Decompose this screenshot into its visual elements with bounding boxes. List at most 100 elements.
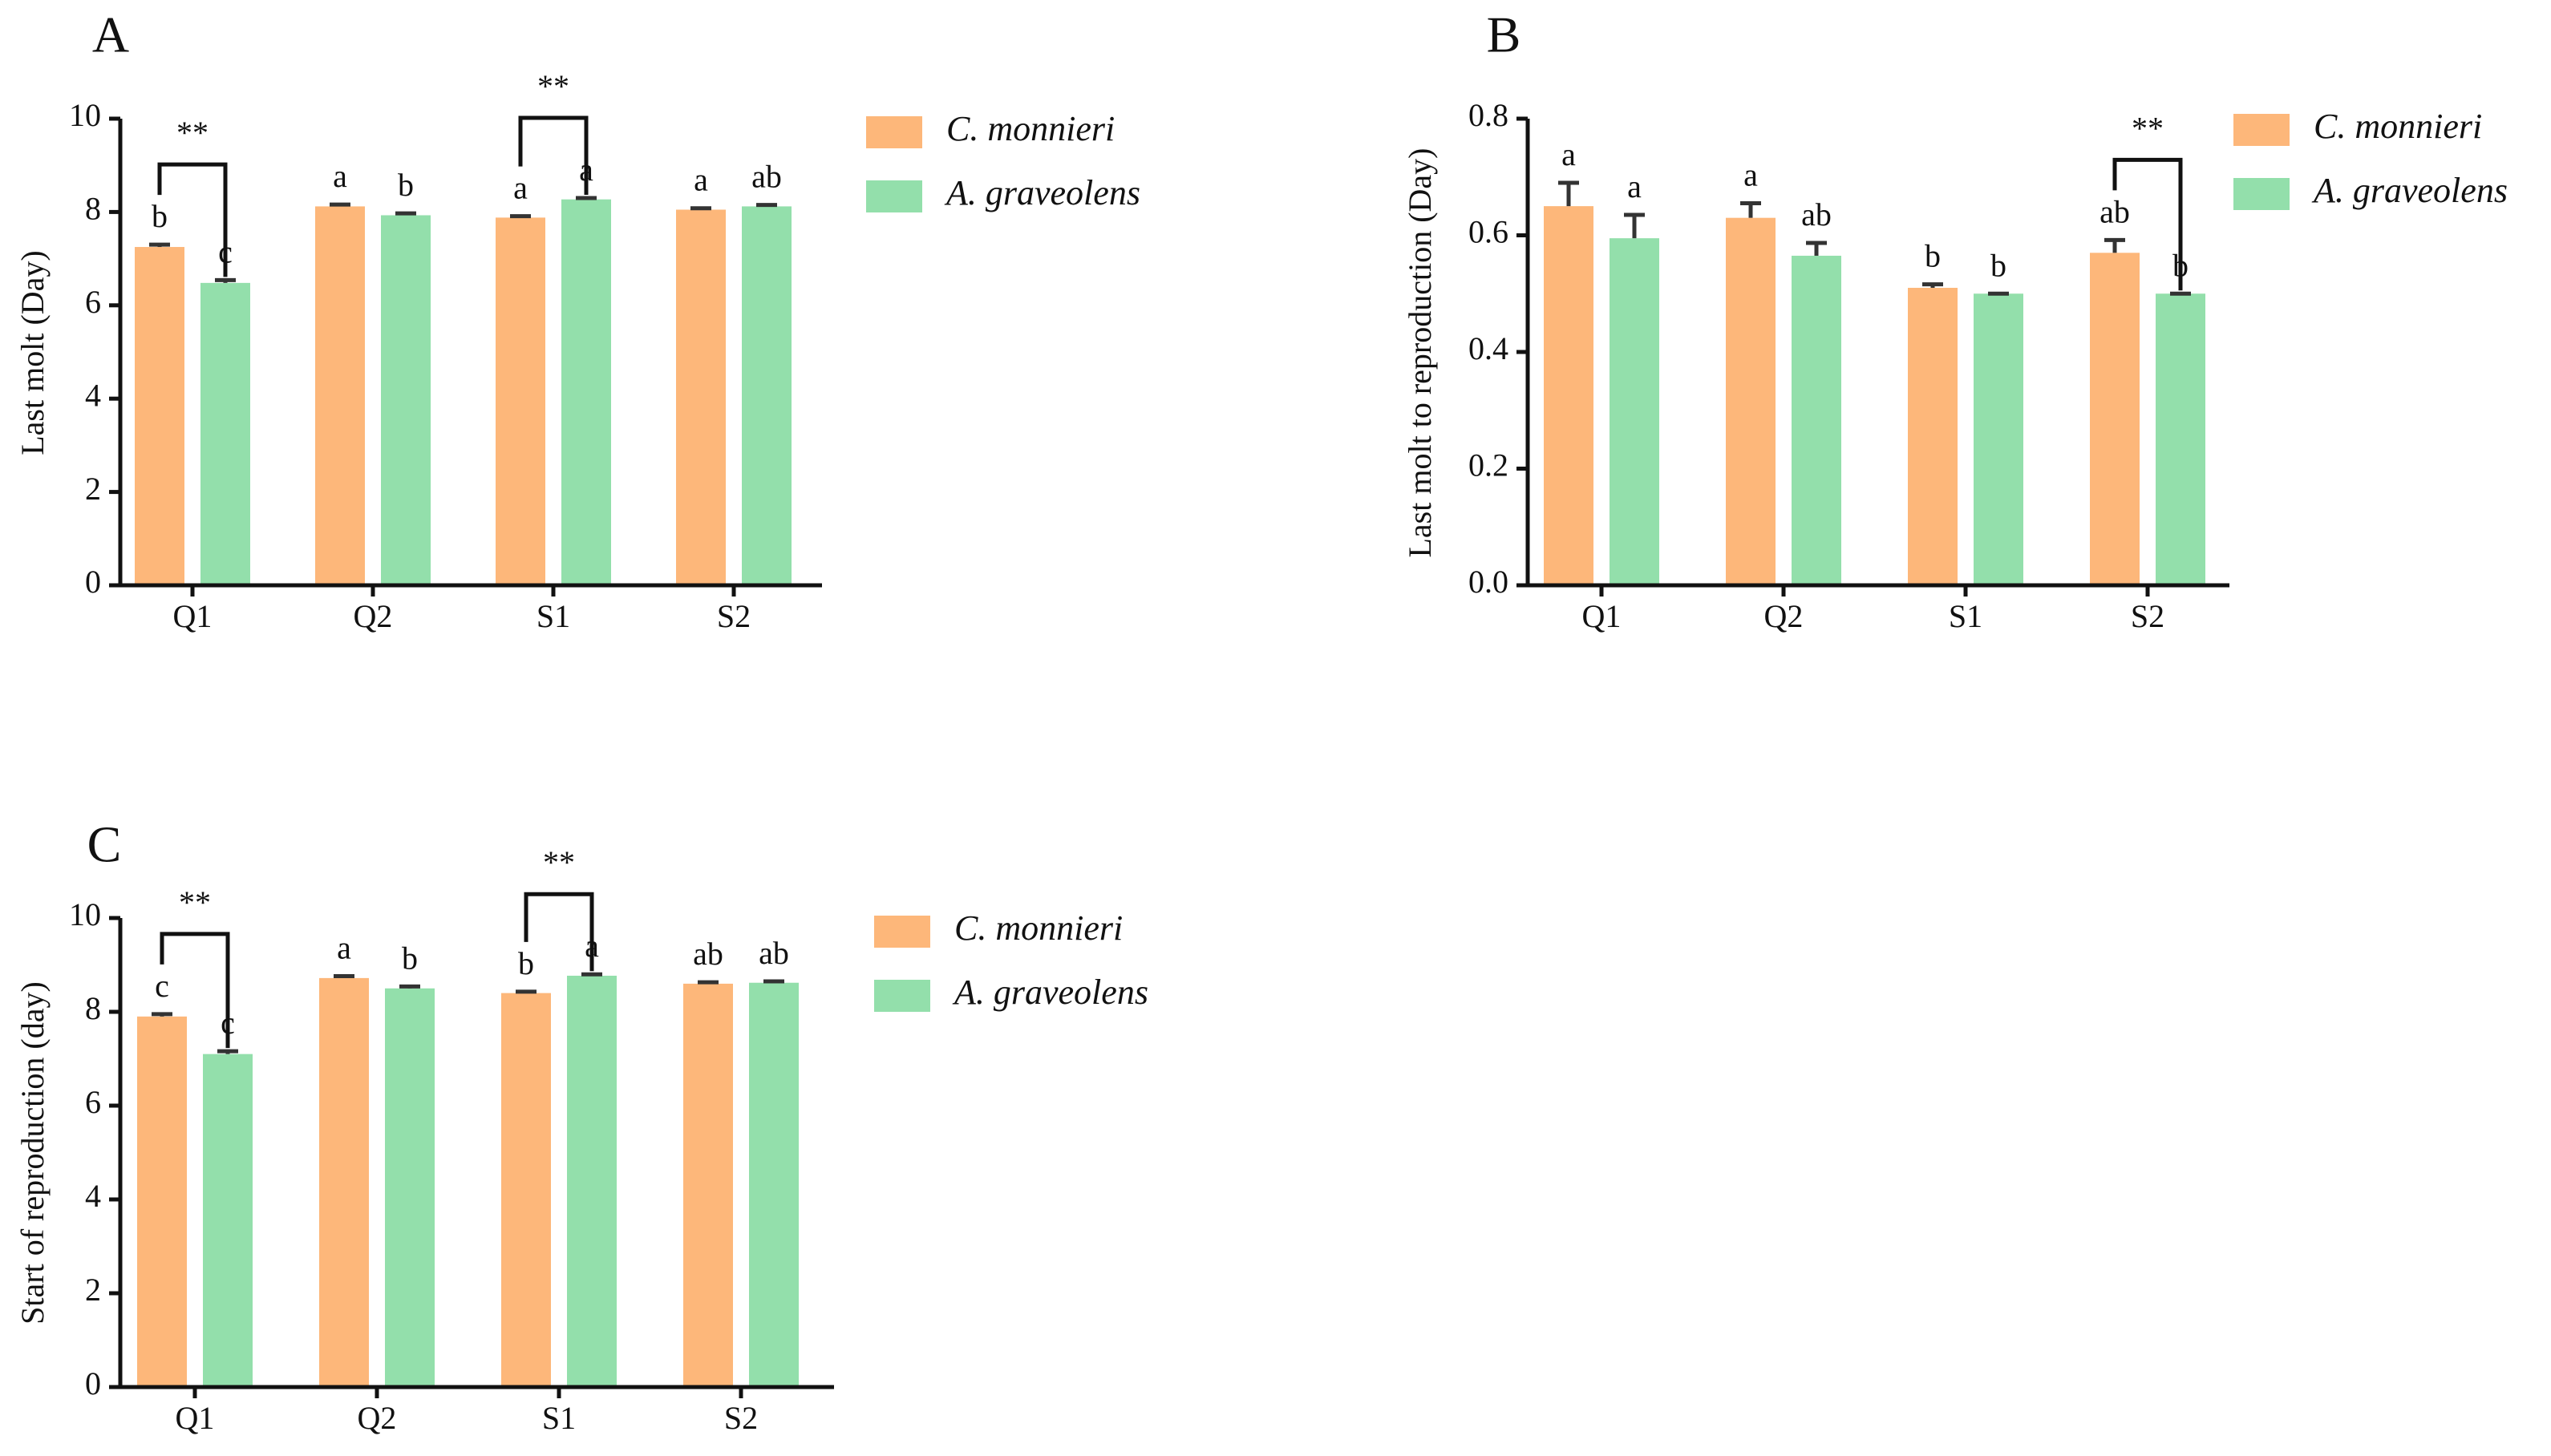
significance-letter: b xyxy=(398,167,414,203)
bar-a-graveolens-s2 xyxy=(749,982,799,1387)
bar-a-graveolens-q1 xyxy=(203,1054,253,1387)
bar-c-monnieri-s2 xyxy=(2090,253,2140,585)
legend-swatch-a-graveolens xyxy=(2233,178,2290,210)
significance-letter: a xyxy=(1627,168,1642,204)
bar-a-graveolens-q1 xyxy=(1610,238,1659,585)
significance-letter: a xyxy=(337,930,351,966)
y-tick-label: 8 xyxy=(85,191,101,227)
y-tick-label: 0.2 xyxy=(1468,447,1508,483)
significance-bracket xyxy=(518,115,589,195)
bar-a-graveolens-q1 xyxy=(200,282,250,585)
y-tick-label: 0 xyxy=(85,1365,101,1401)
significance-letter: b xyxy=(1925,238,1941,274)
legend-label: C. monnieri xyxy=(2314,107,2482,146)
legend-swatch-c-monnieri xyxy=(866,116,922,148)
x-tick-label: S2 xyxy=(2131,598,2164,634)
y-tick-label: 0.0 xyxy=(1468,564,1508,600)
y-axis-label: Last molt to reproduction (Day) xyxy=(1402,148,1438,558)
significance-bracket xyxy=(2112,157,2183,291)
significance-stars: ** xyxy=(2132,110,2164,146)
significance-letter: ab xyxy=(1801,196,1832,233)
significance-letter: b xyxy=(152,198,168,234)
y-tick-label: 4 xyxy=(85,1178,101,1214)
significance-letter: a xyxy=(694,162,708,198)
significance-letter: a xyxy=(1561,136,1576,172)
significance-stars: ** xyxy=(179,884,211,920)
y-tick-label: 6 xyxy=(85,284,101,320)
y-tick-label: 0 xyxy=(85,564,101,600)
significance-letter: b xyxy=(402,940,418,976)
bar-c-monnieri-q1 xyxy=(137,1016,187,1387)
significance-letter: b xyxy=(518,945,534,981)
legend-label: C. monnieri xyxy=(946,109,1115,148)
x-tick-label: Q1 xyxy=(1582,598,1622,634)
y-tick-label: 8 xyxy=(85,990,101,1026)
y-tick-label: 0.8 xyxy=(1468,97,1508,133)
bar-a-graveolens-q2 xyxy=(385,988,435,1387)
legend-label: A. graveolens xyxy=(952,973,1148,1012)
significance-stars: ** xyxy=(537,68,569,104)
x-tick-label: Q2 xyxy=(358,1400,397,1436)
y-tick-label: 6 xyxy=(85,1084,101,1120)
y-axis-label: Start of reproduction (day) xyxy=(14,981,51,1325)
legend-label: A. graveolens xyxy=(944,173,1140,212)
significance-bracket xyxy=(157,162,228,277)
legend-label: A. graveolens xyxy=(2311,171,2508,210)
bar-a-graveolens-s1 xyxy=(561,199,611,585)
x-tick-label: S2 xyxy=(724,1400,758,1436)
bar-a-graveolens-s2 xyxy=(742,206,792,585)
y-tick-label: 0.4 xyxy=(1468,330,1508,366)
significance-letter: ab xyxy=(693,936,723,972)
x-tick-label: Q1 xyxy=(173,598,213,634)
x-tick-label: Q2 xyxy=(1764,598,1804,634)
bar-c-monnieri-q2 xyxy=(319,977,369,1387)
significance-letter: ab xyxy=(2100,193,2130,229)
bar-c-monnieri-q2 xyxy=(1726,217,1776,585)
x-tick-label: S1 xyxy=(537,598,570,634)
bar-a-graveolens-s1 xyxy=(567,975,617,1387)
bar-a-graveolens-q2 xyxy=(381,215,431,585)
legend-swatch-a-graveolens xyxy=(874,980,930,1012)
significance-stars: ** xyxy=(176,115,209,151)
y-tick-label: 0.6 xyxy=(1468,214,1508,250)
significance-letter: a xyxy=(513,170,528,206)
legend-swatch-a-graveolens xyxy=(866,180,922,212)
bar-c-monnieri-q2 xyxy=(315,206,365,585)
bar-a-graveolens-s2 xyxy=(2156,293,2205,585)
significance-stars: ** xyxy=(543,844,575,880)
bar-c-monnieri-s2 xyxy=(683,983,733,1387)
y-tick-label: 10 xyxy=(69,97,101,133)
bar-c-monnieri-s1 xyxy=(496,217,545,585)
x-tick-label: S2 xyxy=(717,598,751,634)
bar-c-monnieri-q1 xyxy=(135,247,184,585)
bar-c-monnieri-q1 xyxy=(1544,206,1593,585)
significance-letter: a xyxy=(333,158,347,194)
bar-c-monnieri-s2 xyxy=(676,209,726,585)
significance-letter: a xyxy=(1743,156,1758,192)
x-tick-label: S1 xyxy=(1949,598,1982,634)
bar-a-graveolens-s1 xyxy=(1974,293,2023,585)
y-tick-label: 10 xyxy=(69,896,101,932)
significance-bracket xyxy=(160,932,230,1049)
panel-letter: B xyxy=(1487,6,1521,63)
significance-letter: ab xyxy=(751,159,782,195)
legend-swatch-c-monnieri xyxy=(874,916,930,948)
y-tick-label: 2 xyxy=(85,471,101,507)
x-tick-label: Q2 xyxy=(354,598,393,634)
significance-bracket xyxy=(524,892,594,972)
legend-swatch-c-monnieri xyxy=(2233,114,2290,146)
significance-letter: c xyxy=(155,968,169,1004)
y-axis-label: Last molt (Day) xyxy=(14,250,51,455)
y-tick-label: 4 xyxy=(85,377,101,413)
bar-c-monnieri-s1 xyxy=(501,993,551,1387)
bar-c-monnieri-s1 xyxy=(1908,287,1958,585)
bar-a-graveolens-q2 xyxy=(1792,255,1841,585)
legend-label: C. monnieri xyxy=(954,908,1123,948)
x-tick-label: S1 xyxy=(542,1400,576,1436)
y-tick-label: 2 xyxy=(85,1272,101,1308)
panel-letter: C xyxy=(87,816,122,873)
